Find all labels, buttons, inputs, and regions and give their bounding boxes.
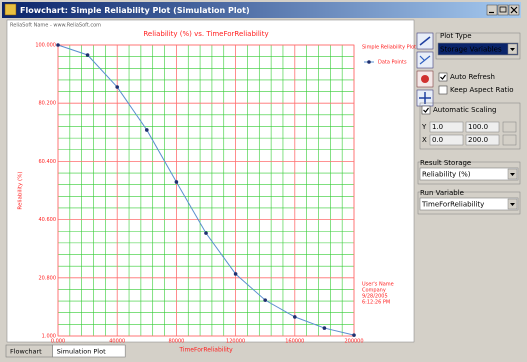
- group-label: Result Storage: [420, 159, 471, 167]
- legend-title: Simple Reliability Plot: [362, 45, 416, 51]
- dropdown-value: Storage Variables: [440, 46, 502, 54]
- user-info: Company: [362, 288, 386, 294]
- input-box: [429, 121, 464, 133]
- x-tick-label: 200000: [344, 339, 363, 345]
- checkbox[interactable]: [438, 72, 448, 82]
- checkbox[interactable]: [438, 85, 448, 95]
- group-label: Run Variable: [420, 189, 464, 197]
- check-mark: [440, 74, 446, 80]
- check-mark: [423, 107, 429, 113]
- group-label: Plot Type: [440, 32, 472, 40]
- dropdown[interactable]: [419, 197, 519, 211]
- data-point: [204, 231, 208, 235]
- dropdown-value: Reliability (%): [422, 171, 471, 179]
- x-tick-label: 80000: [168, 339, 184, 345]
- legend-marker: [367, 60, 371, 64]
- scale-button[interactable]: [502, 134, 517, 146]
- data-point: [174, 180, 179, 184]
- dropdown-arrow: [510, 203, 515, 206]
- y-tick-label: 1.000: [42, 334, 56, 340]
- y-tick-label: 60.400: [39, 159, 57, 165]
- input-box: [429, 134, 464, 146]
- dropdown[interactable]: [419, 167, 519, 181]
- dropdown[interactable]: [437, 42, 519, 56]
- data-point: [115, 85, 119, 89]
- tab-label: Simulation Plot: [57, 348, 106, 356]
- user-info: User's Name: [362, 282, 394, 288]
- x-axis-label: TimeForReliability: [178, 347, 233, 354]
- dropdown-arrow: [510, 173, 515, 176]
- checkbox-label: Keep Aspect Ratio: [450, 86, 514, 94]
- data-point: [352, 333, 356, 337]
- scale-button[interactable]: [502, 121, 517, 133]
- tab-bar: Flowchart Simulation Plot: [5, 344, 126, 358]
- chart-title: Reliability (%) vs. TimeForReliability: [143, 30, 268, 38]
- x-tick-label: 120000: [226, 339, 245, 345]
- control-panel: Plot Type Storage Variables Result Storage…: [419, 32, 519, 211]
- y-tick-label: 20.800: [39, 275, 57, 281]
- range-max: 200.0: [468, 136, 488, 144]
- data-point: [263, 298, 268, 302]
- y-tick-label: 100.000: [35, 43, 56, 49]
- range-label: Y: [421, 123, 427, 131]
- x-tick-label: 40000: [109, 339, 125, 345]
- y-tick-label: 40.600: [39, 217, 57, 223]
- data-point: [145, 128, 149, 132]
- input-box: [465, 134, 500, 146]
- app-icon: [4, 3, 17, 16]
- watermark: ReliaSoft Name - www.ReliaSoft.com: [10, 23, 101, 29]
- dropdown-value: TimeForReliability: [421, 201, 484, 209]
- tab-label: Flowchart: [10, 348, 42, 356]
- chart: 0.000 40000 80000 120000 160000 200000 1.000 20…: [18, 30, 417, 354]
- range-min: 0.0: [432, 136, 443, 144]
- y-axis-label: Reliability (%): [18, 171, 24, 209]
- toolbar-icons: [416, 32, 434, 107]
- data-point: [293, 315, 297, 319]
- tab[interactable]: [52, 344, 126, 358]
- data-point: [85, 53, 90, 57]
- group-box: [417, 161, 521, 185]
- checkbox-label: Automatic Scaling: [433, 106, 496, 114]
- chart-area: [6, 19, 415, 343]
- group-box: [419, 102, 521, 150]
- dropdown-arrow: [510, 48, 515, 51]
- data-point: [56, 43, 60, 47]
- window-buttons: [486, 4, 520, 16]
- plot-border: [57, 44, 355, 337]
- range-max: 100.0: [468, 123, 488, 131]
- checkbox-label: Auto Refresh: [450, 73, 495, 81]
- group-box: [417, 191, 521, 215]
- maximize-button[interactable]: [497, 4, 509, 16]
- title-bar: [2, 2, 521, 18]
- data-point: [322, 326, 327, 330]
- data-point: [233, 272, 238, 276]
- user-info: 6:12:26 PM: [362, 300, 390, 306]
- range-min: 1.0: [432, 123, 443, 131]
- range-label: X: [422, 136, 427, 144]
- checkbox[interactable]: [421, 105, 431, 115]
- group-box: [435, 32, 521, 60]
- x-tick-label: 0.000: [51, 339, 65, 345]
- y-tick-label: 80.200: [39, 101, 57, 107]
- legend-label: Data Points: [378, 60, 407, 66]
- window-title: Flowchart: Simple Reliability Plot (Simu…: [20, 6, 250, 15]
- user-info: 9/28/2005: [362, 294, 388, 300]
- minimize-button[interactable]: [486, 4, 498, 16]
- x-tick-label: 160000: [285, 339, 304, 345]
- input-box: [465, 121, 500, 133]
